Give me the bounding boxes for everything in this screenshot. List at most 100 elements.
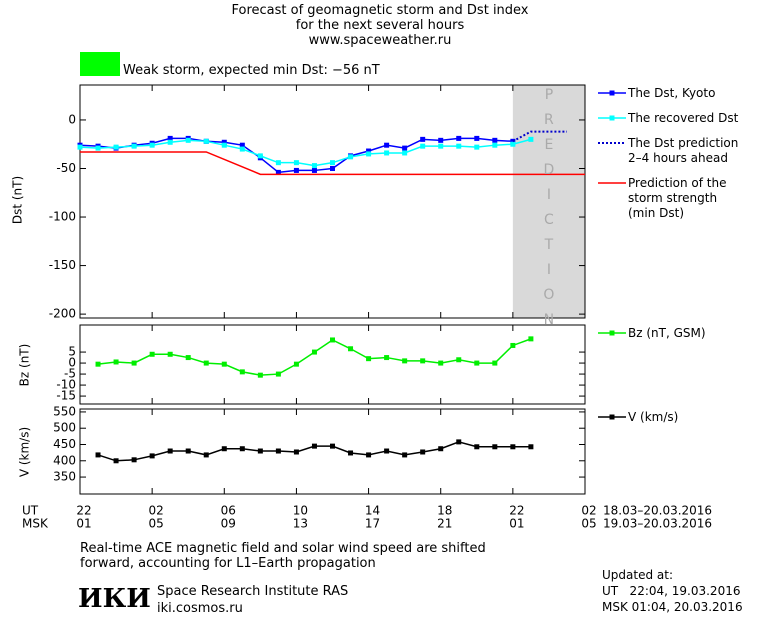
- x-tick-label-msk: 17: [365, 517, 380, 531]
- series-marker: [131, 457, 137, 463]
- series-marker: [275, 371, 281, 377]
- series-marker: [311, 167, 317, 173]
- series-marker: [420, 449, 426, 455]
- y-tick-label: 5: [68, 345, 76, 359]
- series-marker: [257, 372, 263, 378]
- series-marker: [384, 355, 390, 361]
- series-marker: [149, 351, 155, 357]
- series-marker: [203, 452, 209, 458]
- updated-title: Updated at:: [602, 568, 673, 582]
- series-marker: [510, 342, 516, 348]
- x-tick-label: 02: [149, 504, 164, 518]
- series-marker: [438, 143, 444, 149]
- series-marker: [492, 444, 498, 450]
- y-tick-label: -5: [64, 367, 76, 381]
- x-tick-label-msk: 13: [293, 517, 308, 531]
- series-marker: [402, 145, 408, 151]
- series-marker: [113, 144, 119, 150]
- series-marker: [366, 452, 372, 458]
- y-tick-label: 500: [53, 421, 76, 435]
- logo: ИКИ: [78, 584, 151, 614]
- series-marker: [95, 361, 101, 367]
- series-marker: [330, 165, 335, 171]
- series-marker: [239, 146, 245, 152]
- series-marker: [311, 349, 317, 355]
- series-marker: [239, 142, 245, 148]
- x-axis-row-label: MSK: [22, 517, 49, 531]
- prediction-band: [512, 85, 585, 318]
- series-marker: [492, 142, 498, 148]
- legend-swatch-marker: [609, 414, 615, 420]
- series-marker: [95, 145, 101, 151]
- band-label: PREDICTION: [540, 87, 557, 337]
- series-marker: [456, 357, 462, 363]
- series-marker: [384, 150, 390, 156]
- series-marker: [185, 448, 191, 454]
- date-range: 18.03–20.03.2016: [603, 504, 712, 518]
- series-marker: [528, 136, 534, 142]
- status-text: Weak storm, expected min Dst: −56 nT: [123, 63, 380, 78]
- y-tick-label: 450: [53, 437, 76, 451]
- x-tick-label-msk: 09: [221, 517, 236, 531]
- series-line: [97, 338, 532, 376]
- x-tick-label-msk: 05: [149, 517, 164, 531]
- legend-label: V (km/s): [628, 410, 679, 424]
- institute-url: iki.cosmos.ru: [157, 601, 243, 616]
- series-line: [79, 138, 532, 167]
- series-marker: [384, 142, 390, 148]
- x-tick-label: 14: [365, 504, 380, 518]
- series-marker: [203, 138, 209, 144]
- series-marker: [402, 150, 408, 156]
- y-tick-label: 350: [53, 470, 76, 484]
- series-marker: [456, 135, 462, 141]
- plot-frame: [79, 408, 586, 495]
- date-range: 19.03–20.03.2016: [603, 517, 712, 531]
- series-marker: [293, 160, 299, 166]
- x-tick-label: 10: [293, 504, 308, 518]
- series-marker: [275, 448, 281, 454]
- series-marker: [311, 443, 317, 449]
- y-axis-label: Bz (nT): [18, 344, 32, 387]
- series-marker: [510, 444, 516, 450]
- series-line: [79, 137, 513, 174]
- series-marker: [366, 356, 372, 362]
- y-axis-label: V (km/s): [18, 427, 32, 477]
- series-marker: [528, 444, 534, 450]
- series-marker: [275, 169, 281, 175]
- y-tick-label: -50: [56, 161, 76, 175]
- x-tick-label-msk: 01: [509, 517, 524, 531]
- legend-label: Bz (nT, GSM): [628, 326, 706, 340]
- legend-label: The recovered Dst: [628, 111, 739, 125]
- series-marker: [221, 142, 227, 148]
- y-tick-label: -10: [56, 378, 76, 392]
- legend-swatch-marker: [609, 90, 615, 96]
- status-swatch: [80, 52, 120, 76]
- series-line: [80, 151, 585, 176]
- y-tick-label: 400: [53, 453, 76, 467]
- series-marker: [474, 135, 480, 141]
- series-marker: [203, 360, 209, 366]
- series-marker: [167, 351, 173, 357]
- series-marker: [95, 452, 101, 458]
- series-marker: [366, 148, 372, 154]
- series-marker: [402, 452, 408, 458]
- plot-frame: [79, 324, 586, 405]
- y-tick-label: 550: [53, 404, 76, 418]
- series-marker: [221, 361, 227, 367]
- series-marker: [239, 369, 245, 375]
- series-marker: [311, 163, 317, 169]
- x-tick-label: 22: [76, 504, 91, 518]
- y-tick-label: 0: [68, 112, 76, 126]
- series-marker: [348, 154, 354, 160]
- series-marker: [239, 446, 245, 452]
- series-marker: [330, 160, 335, 166]
- series-marker: [528, 336, 534, 342]
- series-marker: [420, 136, 426, 142]
- series-marker: [420, 143, 426, 149]
- series-marker: [366, 151, 372, 157]
- series-marker: [456, 439, 462, 445]
- series-marker: [185, 355, 191, 361]
- series-marker: [221, 139, 227, 145]
- series-marker: [293, 361, 299, 367]
